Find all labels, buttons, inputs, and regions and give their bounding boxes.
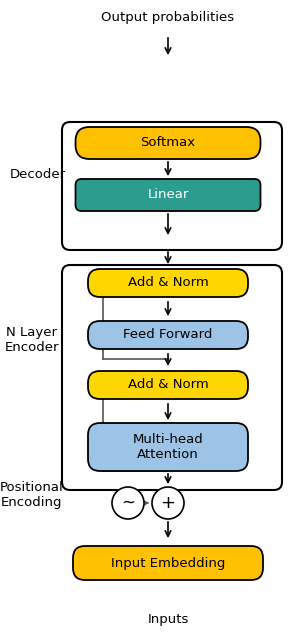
Text: Decoder: Decoder bbox=[10, 168, 66, 181]
Text: Output probabilities: Output probabilities bbox=[101, 11, 235, 24]
Circle shape bbox=[152, 487, 184, 519]
FancyBboxPatch shape bbox=[88, 321, 248, 349]
FancyBboxPatch shape bbox=[76, 127, 261, 159]
Text: Positional
Encoding: Positional Encoding bbox=[0, 481, 64, 509]
FancyBboxPatch shape bbox=[88, 371, 248, 399]
Text: +: + bbox=[160, 494, 175, 512]
FancyBboxPatch shape bbox=[76, 179, 261, 211]
Text: Linear: Linear bbox=[147, 188, 189, 202]
Text: Multi-head
Attention: Multi-head Attention bbox=[133, 433, 203, 461]
Text: Feed Forward: Feed Forward bbox=[123, 329, 213, 341]
Text: ~: ~ bbox=[121, 494, 135, 512]
Text: Softmax: Softmax bbox=[140, 137, 196, 149]
Text: N Layer
Encoder: N Layer Encoder bbox=[5, 326, 59, 354]
Circle shape bbox=[112, 487, 144, 519]
Text: Inputs: Inputs bbox=[147, 614, 189, 627]
Text: Add & Norm: Add & Norm bbox=[128, 276, 208, 290]
FancyBboxPatch shape bbox=[73, 546, 263, 580]
FancyBboxPatch shape bbox=[88, 423, 248, 471]
Text: Input Embedding: Input Embedding bbox=[111, 556, 225, 570]
Text: Add & Norm: Add & Norm bbox=[128, 378, 208, 392]
FancyBboxPatch shape bbox=[88, 269, 248, 297]
